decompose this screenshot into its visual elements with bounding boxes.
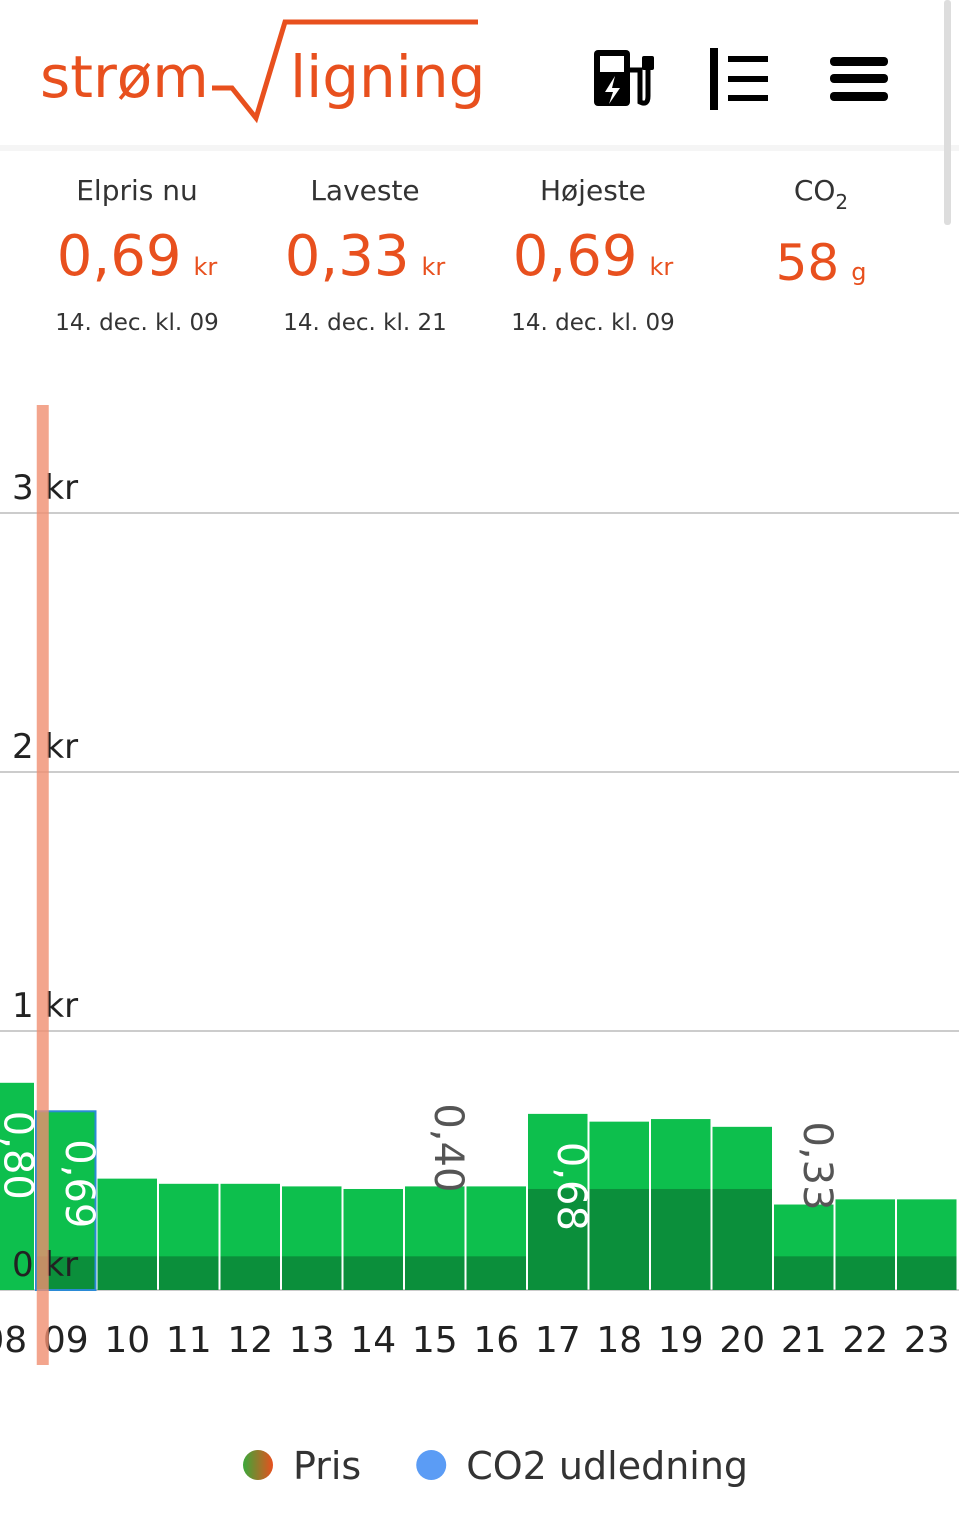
value-label: 0,69: [56, 1139, 102, 1228]
stats: Elpris nu 0,69 kr 14. dec. kl. 09 Laveste 0,3…: [55, 174, 866, 336]
x-tick-label: 18: [596, 1320, 642, 1361]
scrollbar: [944, 0, 951, 225]
x-tick-label: 08: [0, 1320, 27, 1361]
legend-marker: [416, 1450, 447, 1480]
stat-unit: kr: [649, 253, 673, 281]
x-tick-label: 12: [227, 1320, 273, 1361]
x-tick-label: 20: [719, 1320, 765, 1361]
x-tick-label: 09: [43, 1320, 89, 1361]
stat-label: Laveste: [310, 174, 419, 207]
x-tick-label: 15: [412, 1320, 458, 1361]
logo-text: ligning: [290, 43, 486, 111]
stat-label: Højeste: [540, 174, 646, 207]
bar-lower: [97, 1256, 157, 1290]
stat-unit: kr: [193, 253, 217, 281]
stat-value: 0,69 kr: [57, 224, 218, 289]
bar-lower: [651, 1188, 711, 1290]
bar-lower: [835, 1256, 895, 1290]
stat-unit: g: [851, 258, 866, 286]
stat-value-number: 0,33: [285, 224, 410, 289]
bar-lower: [343, 1256, 403, 1290]
charger-icon[interactable]: [594, 50, 654, 106]
header-shadow: [0, 145, 959, 151]
stat-label-text: CO: [794, 174, 836, 207]
stat-value-number: 0,69: [57, 224, 182, 289]
bar-lower: [220, 1256, 280, 1290]
x-tick-label: 16: [473, 1320, 519, 1361]
stat-value: 0,69 kr: [513, 224, 674, 289]
stat-time: 14. dec. kl. 21: [283, 310, 447, 336]
stat-label-text: Højeste: [540, 174, 646, 207]
stat-unit: kr: [421, 253, 445, 281]
stat-value-number: 0,69: [513, 224, 638, 289]
stat-value: 58 g: [776, 234, 867, 292]
value-label: 0,68: [548, 1142, 594, 1231]
stat-value: 0,33 kr: [285, 224, 446, 289]
value-label: 0,80: [0, 1111, 40, 1200]
value-label: 0,33: [794, 1121, 840, 1210]
legend-label: Pris: [293, 1444, 361, 1488]
stat-label: Elpris nu: [76, 174, 198, 207]
stat-value-number: 58: [776, 234, 840, 292]
legend-label: CO2 udledning: [466, 1444, 748, 1488]
bar-lower: [466, 1256, 526, 1290]
x-tick-label: 23: [904, 1320, 950, 1361]
bar-lower: [282, 1256, 342, 1290]
bar-lower: [712, 1188, 772, 1290]
header-bg: [0, 0, 959, 145]
stat-label-sub: 2: [835, 190, 848, 214]
stat-label-text: Elpris nu: [76, 174, 198, 207]
x-tick-label: 10: [104, 1320, 150, 1361]
stat-label-text: Laveste: [310, 174, 419, 207]
chart: 0,80 08 0,69 09 10 11 12 13 14 0,40 15 16 0,68 17 18 19…: [0, 405, 959, 1488]
x-tick-label: 13: [289, 1320, 335, 1361]
current-time-line: [36, 405, 49, 1365]
x-tick-label: 22: [842, 1320, 888, 1361]
bar-lower: [405, 1256, 465, 1290]
bar: [0, 1082, 34, 1290]
bar-lower: [897, 1256, 957, 1290]
stat-label: CO2: [794, 174, 848, 214]
list-icon[interactable]: [710, 48, 768, 110]
current-bar-outline: [35, 1110, 97, 1292]
legend-marker: [243, 1450, 273, 1480]
logo-text: strøm: [40, 43, 209, 111]
x-tick-label: 21: [781, 1320, 827, 1361]
x-tick-label: 14: [350, 1320, 396, 1361]
bar-lower: [159, 1256, 219, 1290]
bar-lower: [589, 1188, 649, 1290]
value-label: 0,40: [425, 1103, 471, 1192]
x-tick-label: 17: [535, 1320, 581, 1361]
bar-lower: [774, 1256, 834, 1290]
logo-root: [212, 19, 478, 124]
bar-lower: [528, 1188, 588, 1290]
stat-time: 14. dec. kl. 09: [511, 310, 675, 336]
x-tick-label: 19: [658, 1320, 704, 1361]
x-tick-label: 11: [166, 1320, 212, 1361]
menu-icon[interactable]: [830, 57, 888, 101]
stat-time: 14. dec. kl. 09: [55, 310, 219, 336]
